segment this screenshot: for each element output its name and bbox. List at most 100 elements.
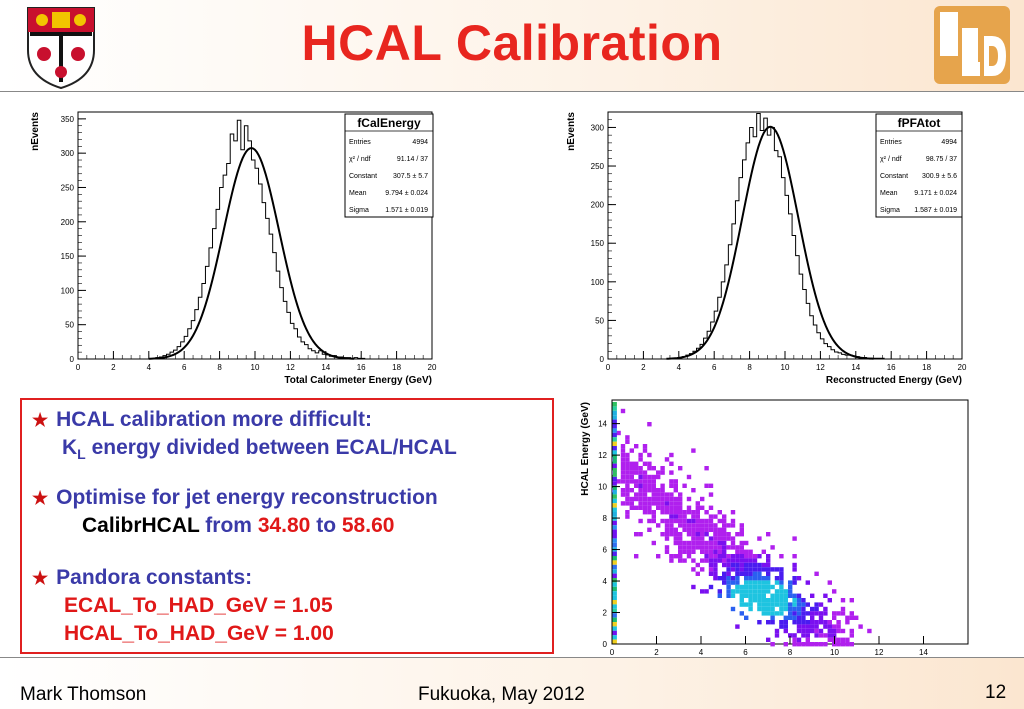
- heatmap-cell: [735, 589, 740, 594]
- heatmap-cell: [634, 554, 639, 559]
- ild-logo-icon: [934, 6, 1010, 84]
- heatmap-cell: [704, 510, 709, 515]
- x-tick-label: 10: [781, 363, 790, 372]
- heatmap-cell: [774, 611, 780, 616]
- heatmap-cell: [682, 545, 687, 550]
- histogram-bin: [767, 135, 771, 359]
- heatmap-cell: [700, 545, 705, 550]
- heatmap-cell: [612, 639, 617, 644]
- heatmap-cell: [726, 584, 731, 590]
- heatmap-cell: [700, 518, 705, 524]
- heatmap-cell: [744, 558, 749, 563]
- heatmap-cell: [669, 558, 674, 563]
- heatmap-cell: [832, 633, 837, 638]
- heatmap-cell: [704, 527, 709, 532]
- heatmap-cell: [691, 549, 696, 554]
- university-crest-icon: [27, 7, 95, 90]
- heatmap-cell: [779, 589, 784, 594]
- y-tick-label: 6: [603, 546, 608, 555]
- histogram-bin: [301, 342, 305, 359]
- histogram-bin: [358, 358, 362, 359]
- heatmap-cell: [849, 615, 854, 620]
- heatmap-cell: [695, 501, 700, 506]
- heatmap-cell: [744, 593, 749, 598]
- heatmap-cell: [726, 532, 731, 537]
- histogram-bin: [760, 131, 764, 359]
- heatmap-cell: [651, 466, 656, 471]
- heatmap-cell: [722, 576, 727, 581]
- heatmap-cell: [757, 606, 762, 612]
- heatmap-cell: [774, 633, 780, 638]
- x-tick-label: 14: [919, 648, 928, 657]
- heatmap-cell: [686, 496, 692, 502]
- heatmap-cell: [695, 505, 700, 510]
- y-tick-label: 150: [61, 252, 75, 261]
- heatmap-cell: [748, 562, 753, 568]
- heatmap-cell: [752, 580, 758, 585]
- histogram-bin: [248, 141, 252, 359]
- heatmap-cell: [620, 452, 626, 458]
- histogram-bin: [312, 351, 316, 359]
- heatmap-cell: [664, 505, 670, 510]
- y-tick-label: 14: [598, 420, 607, 429]
- histogram-bin: [771, 127, 775, 359]
- heatmap-cell: [858, 624, 863, 629]
- heatmap-cell: [735, 584, 740, 590]
- heatmap-cell: [744, 567, 749, 572]
- heatmap-cell: [744, 580, 749, 585]
- heatmap-cell: [612, 507, 617, 512]
- heatmap-cell: [726, 571, 731, 576]
- heatmap-cell: [686, 532, 692, 537]
- y-tick-label: 300: [591, 123, 605, 132]
- heatmap-cell: [779, 602, 784, 607]
- heatmap-cell: [814, 606, 819, 612]
- heatmap-cell: [656, 488, 661, 493]
- heatmap-cell: [612, 626, 617, 631]
- heatmap-cell: [796, 606, 802, 612]
- heatmap-cell: [836, 624, 841, 629]
- heatmap-cell: [796, 593, 802, 598]
- heatmap-cell: [673, 532, 678, 537]
- slide-header: [0, 0, 1024, 92]
- heatmap-cell: [620, 461, 626, 466]
- heatmap-cell: [625, 492, 630, 497]
- star-bullet-icon: ★: [32, 488, 49, 508]
- heatmap-cell: [761, 611, 766, 616]
- heatmap-cell: [642, 444, 648, 449]
- heatmap-cell: [708, 571, 714, 576]
- heatmap-cell: [673, 496, 678, 502]
- heatmap-cell: [664, 518, 670, 524]
- heatmap-cell: [796, 620, 802, 625]
- histogram-bin: [308, 349, 312, 359]
- heatmap-cell: [840, 628, 846, 634]
- heatmap-cell: [823, 624, 828, 629]
- stats-value: 98.75 / 37: [926, 156, 957, 163]
- heatmap-cell: [612, 630, 617, 636]
- heatmap-cell: [651, 501, 656, 506]
- histogram-bin: [220, 187, 224, 359]
- heatmap-cell: [669, 523, 674, 528]
- stats-label: Entries: [880, 139, 902, 146]
- heatmap-cell: [682, 510, 687, 515]
- heatmap-cell: [730, 593, 736, 598]
- heatmap-cell: [792, 620, 797, 625]
- heatmap-cell: [752, 558, 758, 563]
- heatmap-cell: [788, 606, 793, 612]
- heatmap-cell: [678, 518, 683, 524]
- heatmap-cell: [673, 536, 678, 541]
- heatmap-cell: [735, 571, 740, 576]
- histogram-bin: [824, 344, 828, 359]
- heatmap-cell: [691, 510, 696, 515]
- heatmap-cell: [766, 589, 771, 594]
- heatmap-cell: [748, 571, 753, 576]
- heatmap-cell: [629, 505, 634, 510]
- calorimeter-energy-histogram-svg: 0 50 100 150 200 250 300 350 0 2 4 6 8 10 12 14 16 18 20 fC…: [30, 111, 437, 386]
- heatmap-cell: [704, 540, 709, 546]
- heatmap-cell: [704, 523, 709, 528]
- heatmap-cell: [735, 562, 740, 568]
- heatmap-cell: [766, 558, 771, 563]
- heatmap-cell: [713, 562, 718, 568]
- heatmap-cell: [739, 562, 744, 568]
- heatmap-cell: [779, 554, 784, 559]
- heatmap-cell: [735, 549, 740, 554]
